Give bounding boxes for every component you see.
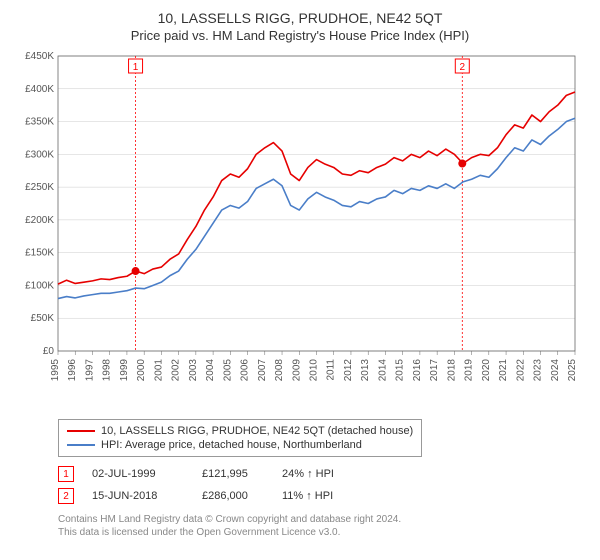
svg-text:2000: 2000 <box>136 359 147 382</box>
svg-text:2006: 2006 <box>240 359 251 382</box>
marker-number-icon: 2 <box>58 488 74 504</box>
legend-label: 10, LASSELLS RIGG, PRUDHOE, NE42 5QT (de… <box>101 425 413 437</box>
svg-text:£400K: £400K <box>25 84 54 95</box>
svg-text:1999: 1999 <box>119 359 130 382</box>
svg-text:2019: 2019 <box>464 359 475 382</box>
page-subtitle: Price paid vs. HM Land Registry's House … <box>20 28 580 43</box>
svg-text:£300K: £300K <box>25 149 54 160</box>
page-title: 10, LASSELLS RIGG, PRUDHOE, NE42 5QT <box>20 10 580 26</box>
svg-text:2013: 2013 <box>360 359 371 382</box>
transaction-date: 15-JUN-2018 <box>92 490 202 502</box>
svg-text:£200K: £200K <box>25 215 54 226</box>
svg-text:2001: 2001 <box>153 359 164 382</box>
svg-text:2002: 2002 <box>171 359 182 382</box>
svg-text:2003: 2003 <box>188 359 199 382</box>
transaction-date: 02-JUL-1999 <box>92 468 202 480</box>
svg-text:1: 1 <box>133 62 139 73</box>
svg-text:2009: 2009 <box>291 359 302 382</box>
legend-label: HPI: Average price, detached house, Nort… <box>101 439 362 451</box>
footer-attribution: Contains HM Land Registry data © Crown c… <box>58 513 580 539</box>
svg-text:£450K: £450K <box>25 51 54 62</box>
svg-text:2005: 2005 <box>222 359 233 382</box>
svg-text:£250K: £250K <box>25 182 54 193</box>
svg-text:2025: 2025 <box>567 359 578 382</box>
svg-text:2004: 2004 <box>205 359 216 382</box>
transaction-delta: 11% ↑ HPI <box>282 490 372 502</box>
svg-text:2: 2 <box>460 62 466 73</box>
transaction-row: 1 02-JUL-1999 £121,995 24% ↑ HPI <box>58 463 580 485</box>
svg-text:2016: 2016 <box>412 359 423 382</box>
svg-text:2022: 2022 <box>515 359 526 382</box>
svg-text:2007: 2007 <box>257 359 268 382</box>
transactions-table: 1 02-JUL-1999 £121,995 24% ↑ HPI2 15-JUN… <box>58 463 580 507</box>
transaction-delta: 24% ↑ HPI <box>282 468 372 480</box>
svg-text:2018: 2018 <box>446 359 457 382</box>
legend-swatch <box>67 444 95 446</box>
footer-line: This data is licensed under the Open Gov… <box>58 526 580 539</box>
svg-text:2023: 2023 <box>533 359 544 382</box>
svg-text:2024: 2024 <box>550 359 561 382</box>
svg-text:1998: 1998 <box>102 359 113 382</box>
svg-text:£150K: £150K <box>25 248 54 259</box>
svg-text:1996: 1996 <box>67 359 78 382</box>
chart-svg: £0 £50K £100K £150K £200K £250K £300K £350K £400… <box>20 51 580 411</box>
svg-text:2021: 2021 <box>498 359 509 382</box>
svg-text:2008: 2008 <box>274 359 285 382</box>
legend-item-price: 10, LASSELLS RIGG, PRUDHOE, NE42 5QT (de… <box>67 424 413 438</box>
svg-text:2020: 2020 <box>481 359 492 382</box>
svg-text:2011: 2011 <box>326 359 337 381</box>
svg-text:2015: 2015 <box>395 359 406 382</box>
transaction-price: £121,995 <box>202 468 282 480</box>
svg-text:2014: 2014 <box>377 359 388 382</box>
transaction-row: 2 15-JUN-2018 £286,000 11% ↑ HPI <box>58 485 580 507</box>
svg-text:1997: 1997 <box>84 359 95 382</box>
svg-text:£100K: £100K <box>25 280 54 291</box>
svg-text:£350K: £350K <box>25 117 54 128</box>
svg-text:2010: 2010 <box>309 359 320 382</box>
legend-swatch <box>67 430 95 432</box>
svg-text:2012: 2012 <box>343 359 354 382</box>
svg-text:2017: 2017 <box>429 359 440 382</box>
price-chart: £0 £50K £100K £150K £200K £250K £300K £350K £400… <box>20 51 580 411</box>
legend: 10, LASSELLS RIGG, PRUDHOE, NE42 5QT (de… <box>58 419 422 457</box>
marker-number-icon: 1 <box>58 466 74 482</box>
svg-text:£50K: £50K <box>31 313 55 324</box>
legend-item-hpi: HPI: Average price, detached house, Nort… <box>67 438 413 452</box>
svg-text:£0: £0 <box>43 346 55 357</box>
svg-text:1995: 1995 <box>50 359 61 382</box>
transaction-price: £286,000 <box>202 490 282 502</box>
footer-line: Contains HM Land Registry data © Crown c… <box>58 513 580 526</box>
